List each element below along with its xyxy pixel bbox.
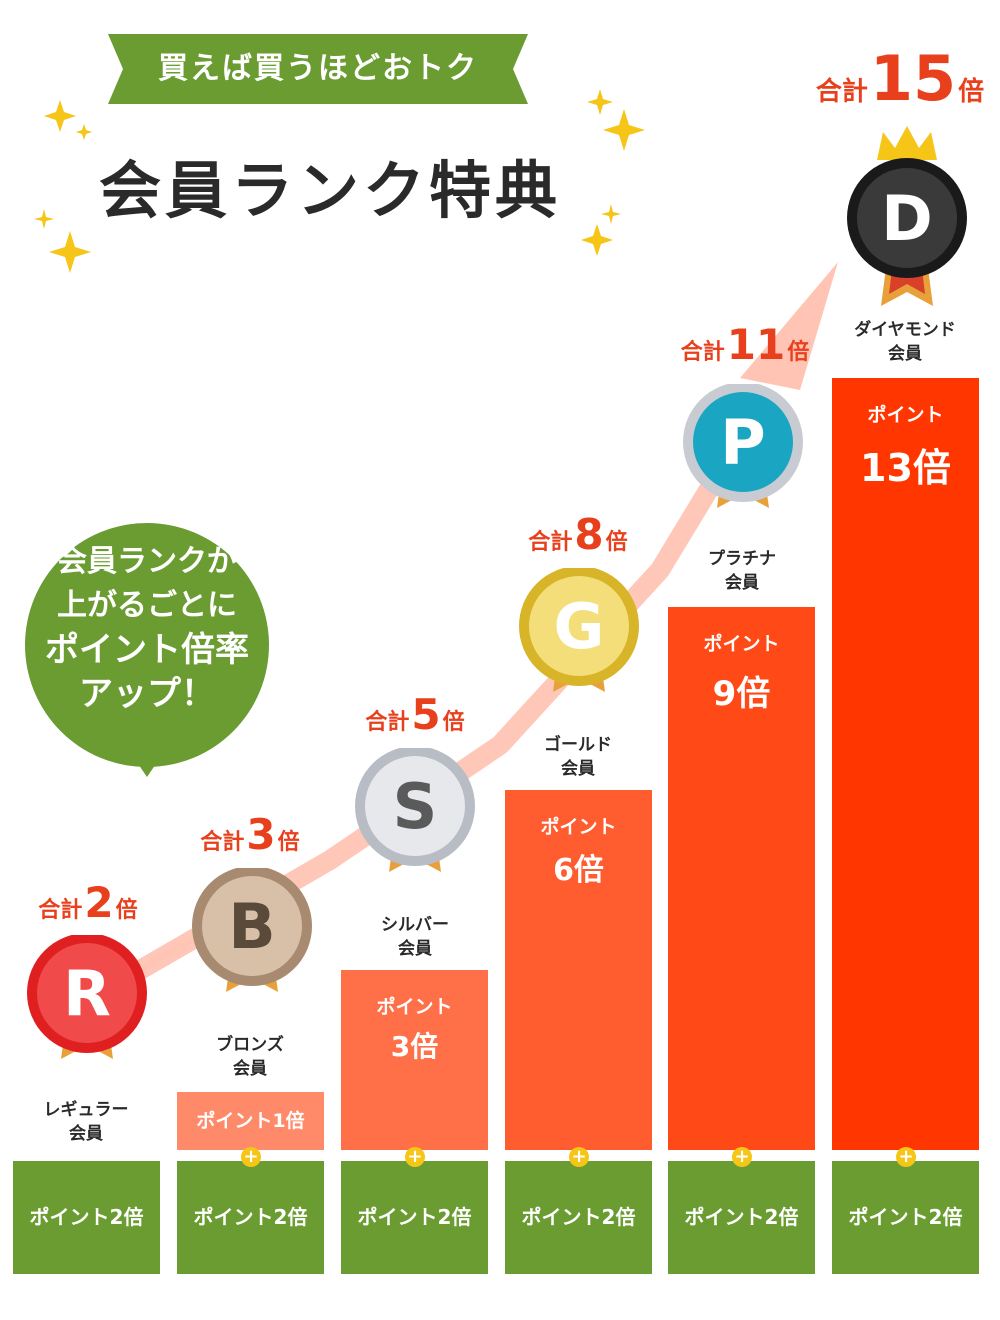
total-multiplier: 合計2倍 — [0, 878, 188, 927]
total-multiplier: 合計3倍 — [150, 810, 350, 859]
total-prefix: 合計 — [200, 830, 245, 855]
bonus-value: 13倍 — [860, 446, 951, 490]
rank-name-line: 会員 — [888, 344, 922, 364]
rank-name-line: 会員 — [725, 573, 759, 593]
total-value: 15 — [869, 42, 957, 115]
sparkle-icon — [44, 100, 92, 140]
medal-letter: P — [720, 406, 765, 479]
total-prefix: 合計 — [365, 710, 410, 735]
crown-icon — [877, 126, 937, 160]
speech-bubble — [25, 523, 269, 777]
total-value: 5 — [411, 690, 441, 739]
total-value: 3 — [246, 810, 276, 859]
total-prefix: 合計 — [38, 898, 83, 923]
base-points-box: ポイント2倍 — [341, 1161, 488, 1274]
rank-name: レギュラー 会員 — [16, 1098, 156, 1146]
bonus-bar-platinum: ポイント 9倍 — [668, 607, 815, 1150]
total-multiplier: 合計8倍 — [478, 510, 678, 559]
bronze-medal-icon: B — [192, 868, 312, 992]
total-suffix: 倍 — [787, 340, 810, 365]
silver-medal-icon: S — [355, 748, 475, 872]
base-points-box: ポイント2倍 — [668, 1161, 815, 1274]
medal-letter: D — [881, 182, 932, 255]
bonus-label: ポイント — [540, 816, 617, 838]
bubble-line: 上がるごとに — [57, 588, 237, 623]
bubble-text: 会員ランクが 上がるごとに ポイント倍率 アップ！ — [12, 540, 282, 716]
sparkle-icon — [587, 89, 645, 151]
total-value: 2 — [84, 878, 114, 927]
rank-name-line: 会員 — [69, 1124, 103, 1144]
plus-icon: + — [732, 1147, 752, 1167]
total-suffix: 倍 — [605, 530, 628, 555]
bonus-bar-gold: ポイント 6倍 — [505, 790, 652, 1150]
total-multiplier: 合計5倍 — [315, 690, 515, 739]
bonus-bar-diamond: ポイント 13倍 — [832, 378, 979, 1150]
total-suffix: 倍 — [115, 898, 138, 923]
bonus-label: ポイント — [867, 404, 944, 426]
total-prefix: 合計 — [528, 530, 573, 555]
plus-icon: + — [896, 1147, 916, 1167]
bubble-line: ポイント倍率 — [45, 630, 249, 670]
plus-icon: + — [405, 1147, 425, 1167]
bonus-value: 3倍 — [390, 1030, 439, 1063]
rank-name-line: ゴールド — [544, 735, 612, 755]
bonus-label: ポイント — [376, 996, 453, 1018]
platinum-medal-icon: P — [683, 384, 803, 508]
total-prefix: 合計 — [680, 340, 725, 365]
total-value: 11 — [726, 320, 786, 369]
total-value: 8 — [574, 510, 604, 559]
rank-name-line: 会員 — [233, 1059, 267, 1079]
bonus-bar-bronze: ポイント1倍 — [177, 1092, 324, 1150]
bonus-value: 9倍 — [712, 674, 771, 714]
diamond-medal-icon: D — [847, 126, 967, 306]
rank-name-line: シルバー — [381, 915, 449, 935]
bonus-label: ポイント1倍 — [196, 1110, 305, 1132]
rank-name-line: 会員 — [561, 759, 595, 779]
plus-icon: + — [569, 1147, 589, 1167]
bonus-bar-silver: ポイント 3倍 — [341, 970, 488, 1150]
medal-letter: G — [554, 590, 605, 663]
rank-name: ダイヤモンド 会員 — [835, 318, 975, 366]
rank-name-line: 会員 — [398, 939, 432, 959]
total-prefix: 合計 — [815, 77, 868, 107]
bubble-line: 会員ランクが — [57, 544, 237, 579]
rank-name-line: ブロンズ — [216, 1035, 284, 1055]
base-points-box: ポイント2倍 — [832, 1161, 979, 1274]
rank-name: ゴールド 会員 — [508, 733, 648, 781]
bonus-value: 6倍 — [553, 853, 604, 888]
bonus-label: ポイント — [703, 633, 780, 655]
page-title: 会員ランク特典 — [98, 154, 561, 227]
rank-name: プラチナ 会員 — [672, 547, 812, 595]
base-points-box: ポイント2倍 — [13, 1161, 160, 1274]
gold-medal-icon: G — [519, 568, 639, 692]
total-suffix: 倍 — [277, 830, 300, 855]
total-multiplier: 合計15倍 — [800, 42, 1000, 115]
ribbon-text: 買えば買うほどおトク — [158, 51, 478, 86]
rank-name: シルバー 会員 — [345, 913, 485, 961]
base-points-box: ポイント2倍 — [505, 1161, 652, 1274]
base-points-box: ポイント2倍 — [177, 1161, 324, 1274]
total-suffix: 倍 — [442, 710, 465, 735]
rank-name-line: レギュラー — [43, 1100, 129, 1120]
medal-letter: B — [228, 890, 275, 963]
rank-name-line: プラチナ — [708, 549, 776, 569]
sparkle-icon — [581, 204, 621, 256]
total-multiplier: 合計11倍 — [645, 320, 845, 369]
plus-icon: + — [241, 1147, 261, 1167]
bubble-line: アップ！ — [79, 674, 215, 714]
medal-letter: R — [63, 957, 111, 1030]
rank-name-line: ダイヤモンド — [854, 320, 956, 340]
ribbon-banner — [108, 34, 528, 104]
total-suffix: 倍 — [958, 77, 985, 107]
medal-letter: S — [393, 770, 438, 843]
sparkle-icon — [34, 209, 91, 273]
ruby-medal-icon: R — [27, 935, 147, 1059]
rank-name: ブロンズ 会員 — [180, 1033, 320, 1081]
